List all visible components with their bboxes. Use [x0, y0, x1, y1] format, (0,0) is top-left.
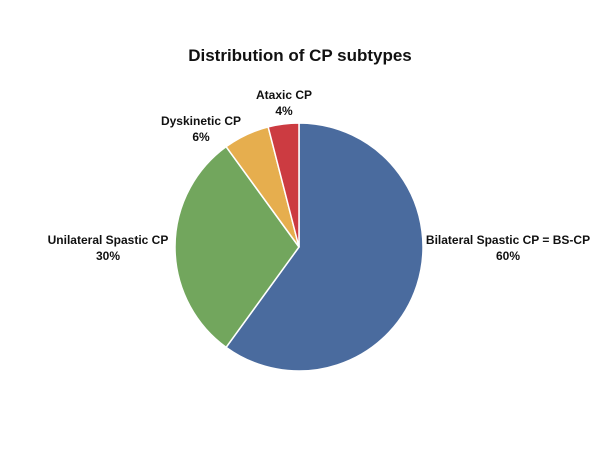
- slice-label-1: Unilateral Spastic CP: [48, 233, 169, 247]
- pie-slice-3: [267, 122, 300, 248]
- slice-label-3: Ataxic CP: [256, 88, 312, 102]
- slice-value-3: 4%: [275, 104, 293, 118]
- slice-value-1: 30%: [96, 249, 120, 263]
- slice-value-0: 60%: [496, 249, 520, 263]
- pie-slice-1: [174, 145, 300, 349]
- pie-slice-0: [225, 122, 424, 372]
- slice-value-2: 6%: [192, 130, 210, 144]
- chart-title: Distribution of CP subtypes: [188, 46, 412, 65]
- slice-label-0: Bilateral Spastic CP = BS-CP: [426, 233, 590, 247]
- slice-label-2: Dyskinetic CP: [161, 114, 241, 128]
